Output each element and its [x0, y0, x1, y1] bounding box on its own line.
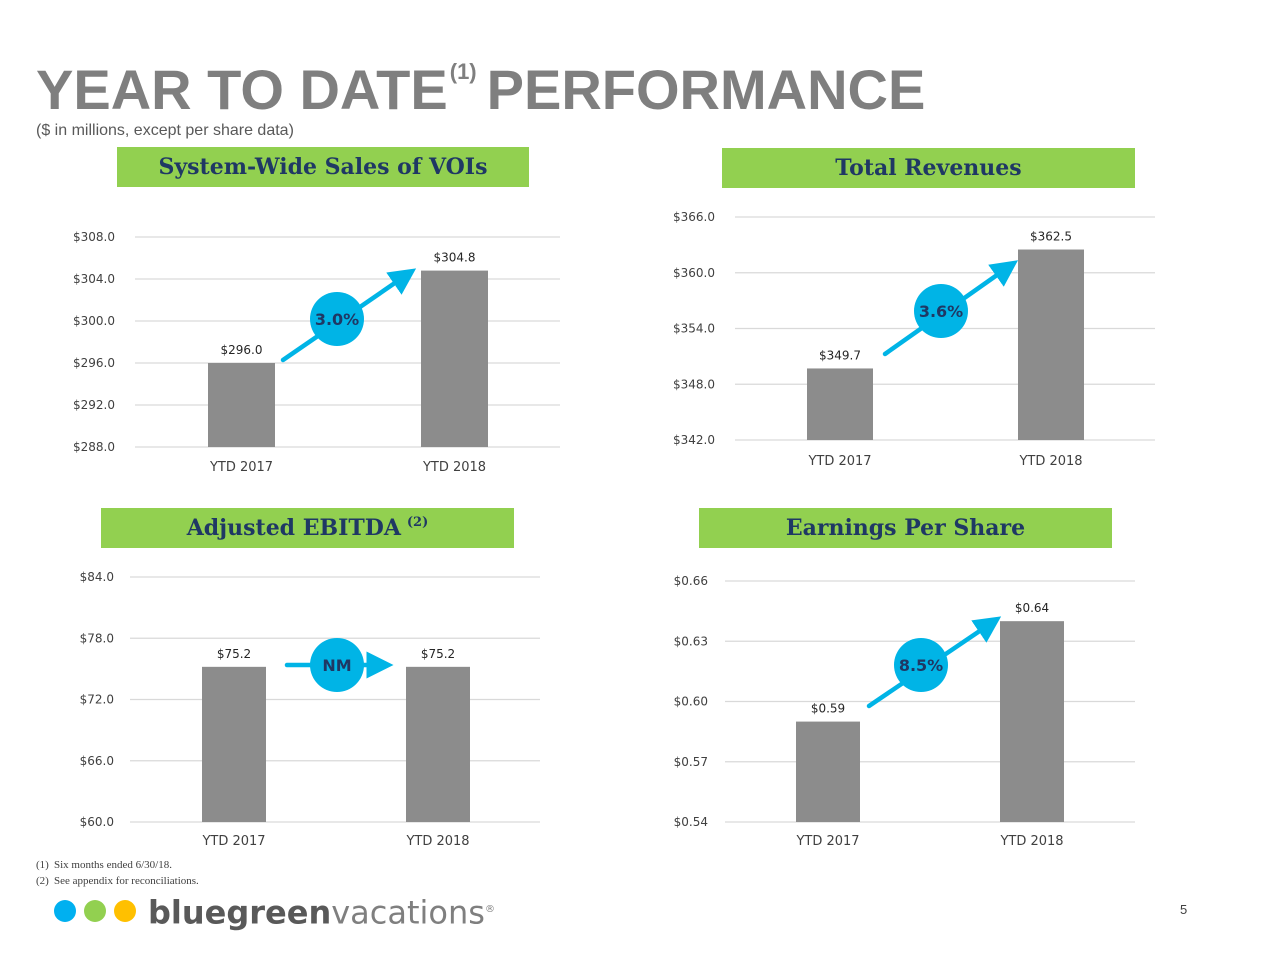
chart-title: Total Revenues [835, 155, 1022, 181]
data-label: $75.2 [421, 647, 455, 661]
chart-banner-vois: System-Wide Sales of VOIs [117, 147, 529, 187]
chart-title: Adjusted EBITDA [186, 515, 401, 541]
data-label: $296.0 [221, 343, 263, 357]
y-tick-label: $342.0 [673, 433, 715, 447]
y-tick-label: $296.0 [73, 356, 115, 370]
bar [796, 721, 860, 822]
y-tick-label: $354.0 [673, 322, 715, 336]
y-tick-label: $66.0 [80, 754, 114, 768]
footnote-1: (1) Six months ended 6/30/18. [36, 857, 199, 873]
y-tick-label: $84.0 [80, 570, 114, 584]
chart-title: Earnings Per Share [785, 515, 1026, 541]
y-tick-label: $304.0 [73, 272, 115, 286]
data-label: $349.7 [819, 348, 861, 362]
bar [202, 666, 266, 822]
x-tick-label: YTD 2017 [209, 460, 273, 475]
chart-banner-ebitda: Adjusted EBITDA (2) [101, 508, 514, 548]
footnote-text: Six months ended 6/30/18. [54, 859, 172, 871]
growth-badge [894, 638, 948, 692]
y-tick-label: $0.63 [674, 634, 708, 648]
data-label: $75.2 [217, 647, 251, 661]
logo-dot-yellow [114, 900, 136, 923]
x-tick-label: YTD 2017 [201, 834, 265, 849]
y-tick-label: $300.0 [73, 314, 115, 328]
y-tick-label: $288.0 [73, 440, 115, 454]
chart-banner-revenues: Total Revenues [722, 148, 1135, 188]
bar [1000, 621, 1064, 822]
data-label: $362.5 [1030, 230, 1072, 244]
title-part1: YEAR TO DATE [36, 58, 448, 121]
x-tick-label: YTD 2018 [405, 834, 469, 849]
y-tick-label: $0.66 [674, 574, 708, 588]
y-tick-label: $72.0 [80, 693, 114, 707]
page-title: YEAR TO DATE(1) PERFORMANCE [36, 58, 925, 134]
growth-badge [310, 292, 364, 346]
y-tick-label: $292.0 [73, 398, 115, 412]
x-tick-label: YTD 2018 [999, 834, 1063, 849]
growth-badge [914, 284, 968, 338]
footnote-number: (1) [36, 859, 49, 871]
chart-title-footnote-ref: (2) [406, 514, 429, 530]
x-tick-label: YTD 2017 [795, 834, 859, 849]
y-tick-label: $348.0 [673, 377, 715, 391]
units-note: ($ in millions, except per share data) [36, 122, 294, 139]
bar [421, 270, 488, 447]
bluegreen-logo: bluegreenvacations® [54, 894, 495, 929]
chart-title: System-Wide Sales of VOIs [158, 154, 488, 180]
y-tick-label: $78.0 [80, 631, 114, 645]
y-tick-label: $366.0 [673, 210, 715, 224]
footnote-number: (2) [36, 875, 49, 887]
growth-label: NM [322, 656, 351, 675]
data-label: $0.64 [1015, 601, 1049, 615]
footnotes: (1) Six months ended 6/30/18. (2) See appe… [36, 857, 199, 889]
y-tick-label: $0.54 [674, 815, 708, 829]
x-tick-label: YTD 2018 [1018, 454, 1082, 469]
title-footnote-ref: (1) [449, 59, 477, 84]
growth-badge [310, 638, 364, 692]
title-part2: PERFORMANCE [486, 58, 926, 121]
y-tick-label: $360.0 [673, 266, 715, 280]
data-label: $0.59 [811, 702, 845, 716]
page-number: 5 [1180, 902, 1188, 917]
growth-label: 3.0% [315, 310, 359, 329]
bar [406, 666, 470, 822]
y-tick-label: $60.0 [80, 815, 114, 829]
data-label: $304.8 [434, 251, 476, 265]
chart-banner-eps: Earnings Per Share [699, 508, 1112, 548]
bar [208, 363, 275, 447]
logo-dot-blue [54, 900, 76, 923]
x-tick-label: YTD 2018 [422, 460, 486, 475]
growth-label: 8.5% [899, 656, 943, 675]
y-tick-label: $0.57 [674, 755, 708, 769]
logo-dot-green [84, 900, 106, 923]
x-tick-label: YTD 2017 [807, 454, 871, 469]
footnote-text: See appendix for reconciliations. [54, 875, 199, 887]
y-tick-label: $308.0 [73, 230, 115, 244]
logo-wordmark: bluegreenvacations® [148, 893, 495, 932]
bar [807, 368, 873, 440]
bar [1018, 249, 1084, 440]
growth-label: 3.6% [919, 302, 963, 321]
y-tick-label: $0.60 [674, 695, 708, 709]
footnote-2: (2) See appendix for reconciliations. [36, 873, 199, 889]
